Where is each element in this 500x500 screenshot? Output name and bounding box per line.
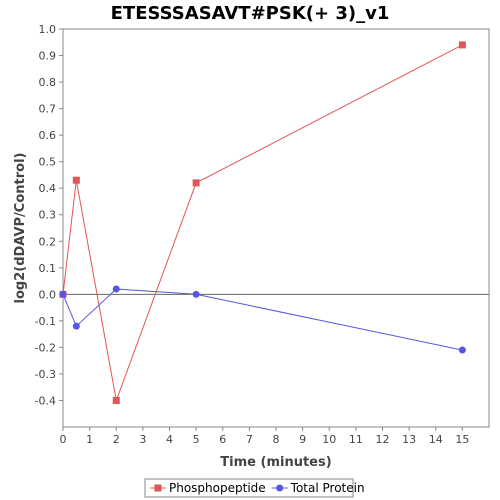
x-tick-label: 6 xyxy=(219,433,226,446)
plot-area xyxy=(62,28,490,428)
x-tick-label: 15 xyxy=(455,433,469,446)
phosphopeptide-point xyxy=(72,176,80,184)
y-tick-label: 0.0 xyxy=(39,288,57,301)
y-tick-label: 0.3 xyxy=(39,209,57,222)
legend-phosphopeptide-label: Phosphopeptide xyxy=(169,481,266,495)
legend-total-protein-marker xyxy=(276,484,284,492)
y-tick-label: 0.9 xyxy=(39,50,57,63)
x-tick-label: 4 xyxy=(166,433,173,446)
x-tick-label: 12 xyxy=(376,433,390,446)
total-protein-point xyxy=(192,290,200,298)
total-protein-point xyxy=(59,290,67,298)
y-axis-label: log2(dDAVP/Control) xyxy=(13,153,28,304)
x-tick-label: 3 xyxy=(139,433,146,446)
x-tick-label: 13 xyxy=(402,433,416,446)
y-tick-label: 0.1 xyxy=(39,262,57,275)
x-tick-label: 2 xyxy=(113,433,120,446)
chart-title: ETESSSASAVT#PSK(+ 3)_v1 xyxy=(110,3,390,24)
phosphopeptide-point xyxy=(112,396,120,404)
y-tick-label: 0.6 xyxy=(39,129,57,142)
phosphopeptide-point xyxy=(192,179,200,187)
x-tick-label: 14 xyxy=(429,433,443,446)
y-tick-label: 1.0 xyxy=(39,23,57,36)
y-tick-label: -0.1 xyxy=(35,315,56,328)
y-tick-label: -0.2 xyxy=(35,341,56,354)
phosphopeptide-point xyxy=(458,41,466,49)
x-tick-label: 0 xyxy=(60,433,67,446)
y-tick-label: -0.3 xyxy=(35,368,56,381)
x-tick-label: 5 xyxy=(193,433,200,446)
x-tick-label: 9 xyxy=(299,433,306,446)
y-tick-label: 0.5 xyxy=(39,156,57,169)
x-tick-label: 8 xyxy=(273,433,280,446)
total-protein-point xyxy=(72,322,80,330)
x-tick-label: 7 xyxy=(246,433,253,446)
legend-total-protein-label: Total Protein xyxy=(290,481,365,495)
x-axis-label: Time (minutes) xyxy=(220,455,331,470)
y-tick-label: 0.4 xyxy=(39,182,57,195)
total-protein-point xyxy=(458,346,466,354)
x-tick-label: 10 xyxy=(322,433,336,446)
y-tick-label: 0.2 xyxy=(39,235,57,248)
y-tick-label: -0.4 xyxy=(35,394,56,407)
y-tick-label: 0.7 xyxy=(39,103,57,116)
x-tick-label: 11 xyxy=(349,433,363,446)
legend: Phosphopeptide Total Protein xyxy=(144,478,365,498)
total-protein-point xyxy=(112,285,120,293)
y-tick-label: 0.8 xyxy=(39,76,57,89)
x-tick-label: 1 xyxy=(86,433,93,446)
legend-phosphopeptide-marker xyxy=(154,484,162,492)
legend-box xyxy=(144,478,354,498)
